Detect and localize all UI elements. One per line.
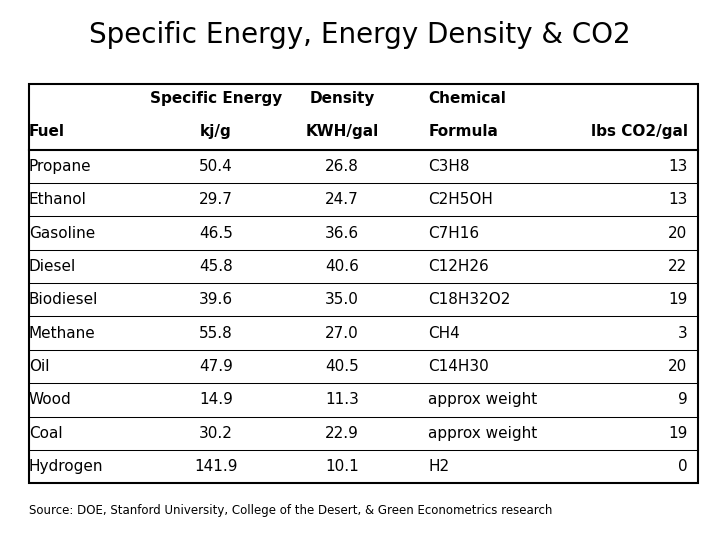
Text: Hydrogen: Hydrogen xyxy=(29,459,103,474)
Text: 3: 3 xyxy=(678,326,688,341)
Text: Gasoline: Gasoline xyxy=(29,226,95,240)
Text: C12H26: C12H26 xyxy=(428,259,489,274)
Text: 20: 20 xyxy=(668,359,688,374)
Text: 141.9: 141.9 xyxy=(194,459,238,474)
Text: C2H5OH: C2H5OH xyxy=(428,192,493,207)
Text: 0: 0 xyxy=(678,459,688,474)
Text: 13: 13 xyxy=(668,192,688,207)
Text: Source: DOE, Stanford University, College of the Desert, & Green Econometrics re: Source: DOE, Stanford University, Colleg… xyxy=(29,504,552,517)
Text: 29.7: 29.7 xyxy=(199,192,233,207)
Text: 46.5: 46.5 xyxy=(199,226,233,240)
Text: 9: 9 xyxy=(678,393,688,407)
Text: 20: 20 xyxy=(668,226,688,240)
Text: 14.9: 14.9 xyxy=(199,393,233,407)
Text: Ethanol: Ethanol xyxy=(29,192,86,207)
Text: Coal: Coal xyxy=(29,426,63,441)
Text: lbs CO2/gal: lbs CO2/gal xyxy=(590,124,688,139)
Bar xyxy=(29,84,698,483)
Text: Density: Density xyxy=(310,91,374,106)
Text: KWH/gal: KWH/gal xyxy=(305,124,379,139)
Text: 35.0: 35.0 xyxy=(325,292,359,307)
Text: 40.6: 40.6 xyxy=(325,259,359,274)
Text: approx weight: approx weight xyxy=(428,426,538,441)
Text: 55.8: 55.8 xyxy=(199,326,233,341)
Text: Formula: Formula xyxy=(428,124,498,139)
Text: Methane: Methane xyxy=(29,326,96,341)
Text: C3H8: C3H8 xyxy=(428,159,470,174)
Text: C18H32O2: C18H32O2 xyxy=(428,292,510,307)
Text: Biodiesel: Biodiesel xyxy=(29,292,98,307)
Text: 24.7: 24.7 xyxy=(325,192,359,207)
Text: 40.5: 40.5 xyxy=(325,359,359,374)
Text: 45.8: 45.8 xyxy=(199,259,233,274)
Text: 11.3: 11.3 xyxy=(325,393,359,407)
Text: 13: 13 xyxy=(668,159,688,174)
Text: 47.9: 47.9 xyxy=(199,359,233,374)
Text: 36.6: 36.6 xyxy=(325,226,359,240)
Text: 27.0: 27.0 xyxy=(325,326,359,341)
Text: 19: 19 xyxy=(668,292,688,307)
Text: H2: H2 xyxy=(428,459,449,474)
Text: Wood: Wood xyxy=(29,393,71,407)
Text: 22: 22 xyxy=(668,259,688,274)
Text: Diesel: Diesel xyxy=(29,259,76,274)
Text: kj/g: kj/g xyxy=(200,124,232,139)
Text: Specific Energy: Specific Energy xyxy=(150,91,282,106)
Text: 39.6: 39.6 xyxy=(199,292,233,307)
Text: Oil: Oil xyxy=(29,359,49,374)
Text: Fuel: Fuel xyxy=(29,124,65,139)
Text: 26.8: 26.8 xyxy=(325,159,359,174)
Text: approx weight: approx weight xyxy=(428,393,538,407)
Text: 19: 19 xyxy=(668,426,688,441)
Text: 10.1: 10.1 xyxy=(325,459,359,474)
Text: 30.2: 30.2 xyxy=(199,426,233,441)
Text: C14H30: C14H30 xyxy=(428,359,489,374)
Text: Specific Energy, Energy Density & CO2: Specific Energy, Energy Density & CO2 xyxy=(89,21,631,49)
Text: Chemical: Chemical xyxy=(428,91,506,106)
Text: 50.4: 50.4 xyxy=(199,159,233,174)
Text: Propane: Propane xyxy=(29,159,91,174)
Text: 22.9: 22.9 xyxy=(325,426,359,441)
Text: C7H16: C7H16 xyxy=(428,226,480,240)
Text: CH4: CH4 xyxy=(428,326,460,341)
